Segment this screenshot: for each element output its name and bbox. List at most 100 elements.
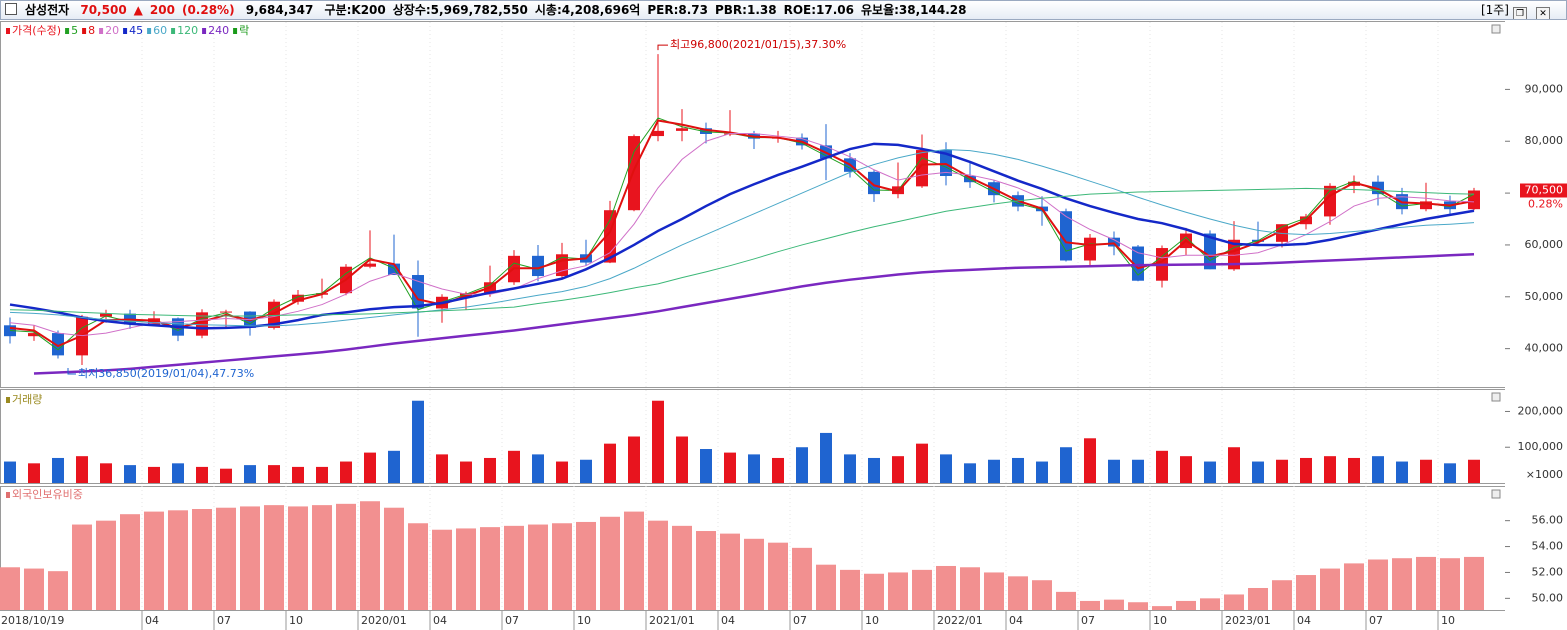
volume-bar [700, 449, 712, 483]
panel-button[interactable] [1491, 392, 1501, 402]
foreign-ratio-bar [240, 506, 260, 610]
max-annotation: 최고96,800(2021/01/15),37.30% [670, 38, 846, 51]
foreign-ratio-bar [504, 525, 524, 610]
foreign-ratio-bar [288, 506, 308, 610]
foreign-ratio-bar [336, 503, 356, 610]
candle-body [1204, 233, 1216, 270]
x-tick-label: 10 [577, 614, 591, 627]
volume-bar [556, 461, 568, 483]
foreign-ratio-bar [192, 509, 212, 610]
volume-bar [268, 465, 280, 483]
foreign-ratio-bar [48, 571, 68, 610]
change-pct: (0.28%) [181, 3, 235, 17]
legend-swatch [202, 28, 207, 34]
foreign-ratio-bar [1296, 575, 1316, 610]
y-tick-label: 54.00 [1532, 540, 1564, 553]
volume-bar [940, 454, 952, 483]
last-price-box [1520, 183, 1567, 198]
x-tick-label: 2021/01 [649, 614, 695, 627]
foreign-ratio-bar [1128, 602, 1148, 610]
foreign-ratio-bar [1344, 563, 1364, 610]
volume-bar [724, 452, 736, 483]
right-axis [1505, 21, 1567, 611]
panel-button[interactable] [1491, 24, 1501, 34]
volume-bar [1084, 438, 1096, 483]
x-tick-label: 2022/01 [937, 614, 983, 627]
moving-average-line [9, 187, 1475, 317]
foreign-ratio-bar [672, 525, 692, 610]
fields: 구분:K200 상장수:5,969,782,550 시총:4,208,696억 PER… [325, 3, 974, 17]
volume-bar [628, 436, 640, 483]
y-tick-label: 80,000 [1525, 134, 1564, 147]
restore-button[interactable]: ❐ [1513, 7, 1527, 19]
legend-entry: 45 [129, 24, 143, 37]
volume-bar [892, 456, 904, 483]
volume-bar [484, 457, 496, 483]
x-tick-label: 04 [721, 614, 735, 627]
foreign-ratio-bar [888, 572, 908, 610]
legend-entry: 120 [177, 24, 198, 37]
volume-bar [1012, 457, 1024, 483]
foreign-ratio-bar [936, 565, 956, 610]
foreign-ratio-bar [432, 529, 452, 610]
foreign-ratio-bar [1248, 587, 1268, 610]
legend-swatch [6, 28, 10, 34]
foreign-ratio-bar [360, 501, 380, 610]
candle-body [268, 301, 280, 328]
foreign-ratio-bar [384, 507, 404, 610]
legend-entry: 가격(수정) [12, 24, 61, 37]
candle-body [1468, 190, 1480, 210]
volume-bar [1156, 450, 1168, 483]
volume-bar [196, 466, 208, 483]
candle-body [292, 294, 304, 302]
foreign-ratio-bar [72, 524, 92, 610]
volume-bar [1444, 463, 1456, 483]
volume-bar [964, 463, 976, 483]
x-tick-label: 10 [865, 614, 879, 627]
foreign-ratio-bar [912, 569, 932, 610]
foreign-ratio-bar [1200, 598, 1220, 610]
volume-bar [244, 465, 256, 483]
x-tick-label: 10 [1153, 614, 1167, 627]
foreign-ratio-bar [744, 538, 764, 610]
x-tick-label: 10 [289, 614, 303, 627]
foreign-ratio-bar [1272, 580, 1292, 610]
foreign-ratio-bar [600, 516, 620, 610]
foreign-ratio-bar [1320, 568, 1340, 610]
volume-bar [580, 459, 592, 483]
candle-body [700, 128, 712, 134]
volume-bar [844, 454, 856, 483]
foreign-ratio-bar [984, 572, 1004, 610]
last-change-label: 0.28% [1528, 198, 1563, 211]
x-tick-label: 04 [1297, 614, 1311, 627]
volume-bar [1324, 456, 1336, 483]
panel-button[interactable] [1491, 489, 1501, 499]
title-swatch [6, 492, 10, 498]
header-field: 구분:K200 [324, 3, 386, 17]
volume-bar [1420, 459, 1432, 483]
volume-bar [316, 466, 328, 483]
foreign-ratio-bar [696, 531, 716, 610]
volume-bar [676, 436, 688, 483]
min-annotation: 최저36,850(2019/01/04),47.73% [78, 367, 254, 380]
x-tick-label: 2023/01 [1225, 614, 1271, 627]
volume-bar [124, 465, 136, 483]
foreign-ratio-bar [120, 514, 140, 610]
volume-bar [820, 432, 832, 483]
volume-bar [1036, 461, 1048, 483]
header-field: 시총:4,208,696억 [534, 3, 641, 17]
candle-body [1060, 211, 1072, 261]
legend-entry: 60 [153, 24, 167, 37]
close-button[interactable]: ✕ [1536, 7, 1550, 19]
header-field: 상장수:5,969,782,550 [392, 3, 528, 17]
volume-bar [604, 443, 616, 483]
checkbox[interactable] [5, 3, 17, 15]
period[interactable]: [1주] [1480, 3, 1509, 17]
last-price-label: 70,500 [1525, 184, 1564, 197]
foreign-ratio-bar [768, 542, 788, 610]
foreign-ratio-bar [96, 520, 116, 610]
title-swatch [6, 397, 10, 403]
foreign-ratio-bar [576, 521, 596, 610]
moving-average-line [9, 132, 1475, 337]
x-tick-label: 2018/10/19 [1, 614, 64, 627]
